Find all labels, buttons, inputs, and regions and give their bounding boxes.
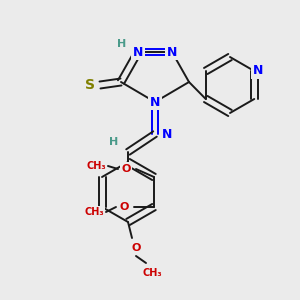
Text: O: O	[121, 164, 131, 174]
Text: O: O	[119, 202, 129, 212]
Text: N: N	[253, 64, 263, 77]
Text: S: S	[85, 78, 95, 92]
Text: CH₃: CH₃	[86, 161, 106, 171]
Text: N: N	[133, 46, 143, 59]
Text: N: N	[167, 46, 177, 59]
Text: N: N	[162, 128, 172, 140]
Text: H: H	[117, 39, 127, 49]
Text: N: N	[150, 95, 160, 109]
Text: CH₃: CH₃	[84, 207, 104, 217]
Text: CH₃: CH₃	[142, 268, 162, 278]
Text: H: H	[110, 137, 118, 147]
Text: O: O	[131, 243, 141, 253]
